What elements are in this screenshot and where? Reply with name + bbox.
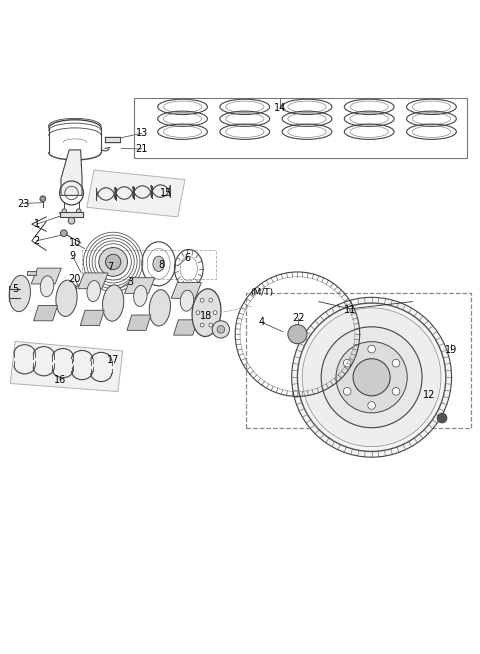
- Polygon shape: [127, 315, 151, 330]
- Circle shape: [76, 209, 81, 214]
- Polygon shape: [174, 320, 198, 335]
- Text: 12: 12: [423, 390, 435, 400]
- Text: 6: 6: [184, 252, 191, 263]
- Text: 7: 7: [108, 262, 114, 272]
- Bar: [60, 212, 84, 217]
- Ellipse shape: [40, 276, 54, 297]
- Polygon shape: [124, 278, 155, 294]
- Ellipse shape: [87, 281, 100, 301]
- Circle shape: [68, 217, 75, 224]
- Circle shape: [302, 308, 441, 447]
- Text: 19: 19: [444, 345, 456, 355]
- Polygon shape: [78, 273, 108, 288]
- Circle shape: [72, 285, 77, 290]
- Ellipse shape: [149, 290, 170, 326]
- Ellipse shape: [196, 294, 217, 331]
- Text: 9: 9: [70, 251, 75, 261]
- Text: 4: 4: [258, 317, 264, 327]
- Circle shape: [292, 298, 452, 457]
- Circle shape: [40, 196, 46, 201]
- Polygon shape: [34, 305, 58, 320]
- Circle shape: [106, 254, 121, 269]
- Circle shape: [60, 230, 67, 237]
- Circle shape: [336, 341, 407, 413]
- Text: 11: 11: [344, 305, 356, 315]
- Text: 20: 20: [69, 274, 81, 284]
- Text: 18: 18: [200, 311, 213, 320]
- Text: (M/T): (M/T): [251, 288, 274, 298]
- Circle shape: [209, 323, 213, 327]
- Circle shape: [288, 324, 307, 344]
- Circle shape: [212, 320, 229, 338]
- Text: 5: 5: [12, 284, 18, 294]
- Bar: [134, 98, 468, 158]
- Ellipse shape: [180, 290, 194, 311]
- Text: 21: 21: [136, 144, 148, 154]
- Text: 8: 8: [158, 260, 164, 270]
- Bar: [82, 250, 216, 279]
- Circle shape: [196, 311, 200, 315]
- Circle shape: [217, 326, 225, 334]
- Circle shape: [62, 209, 67, 214]
- Circle shape: [200, 298, 204, 302]
- Circle shape: [99, 248, 128, 276]
- Text: 22: 22: [292, 313, 305, 323]
- Circle shape: [392, 359, 400, 367]
- Polygon shape: [80, 310, 104, 326]
- Text: 23: 23: [17, 199, 29, 209]
- Polygon shape: [61, 150, 82, 196]
- Polygon shape: [31, 268, 61, 284]
- Circle shape: [392, 388, 400, 395]
- Text: 15: 15: [160, 188, 172, 198]
- Text: 3: 3: [127, 277, 133, 286]
- Text: 14: 14: [274, 103, 286, 112]
- Bar: [105, 137, 120, 143]
- Bar: [246, 292, 471, 428]
- Ellipse shape: [192, 289, 221, 337]
- Text: 16: 16: [54, 375, 67, 385]
- Ellipse shape: [153, 256, 164, 271]
- Polygon shape: [171, 283, 201, 298]
- Circle shape: [353, 358, 390, 396]
- Ellipse shape: [103, 285, 124, 321]
- Bar: [27, 271, 36, 275]
- Circle shape: [437, 413, 447, 423]
- Ellipse shape: [56, 280, 77, 317]
- Circle shape: [321, 327, 422, 428]
- Polygon shape: [87, 170, 185, 217]
- Text: 17: 17: [107, 354, 120, 364]
- Circle shape: [209, 298, 213, 302]
- Text: 13: 13: [136, 128, 148, 138]
- Text: 10: 10: [69, 238, 81, 249]
- Circle shape: [343, 388, 351, 395]
- Ellipse shape: [9, 275, 30, 312]
- Text: 1: 1: [34, 219, 40, 229]
- Circle shape: [213, 311, 217, 315]
- Circle shape: [368, 402, 375, 409]
- Ellipse shape: [133, 285, 147, 306]
- Polygon shape: [10, 341, 123, 392]
- Circle shape: [368, 345, 375, 353]
- Text: 2: 2: [34, 236, 40, 246]
- Circle shape: [343, 359, 351, 367]
- Circle shape: [200, 323, 204, 327]
